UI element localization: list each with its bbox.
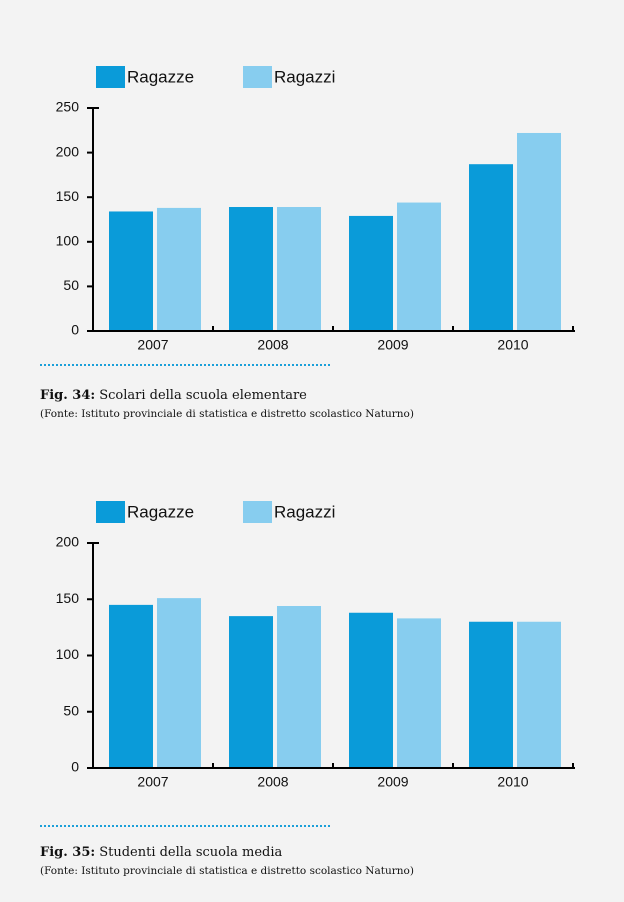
x-tick-label: 2010: [497, 774, 528, 790]
y-tick-label: 100: [56, 233, 80, 249]
bar: [469, 164, 513, 331]
legend-swatch: [243, 66, 272, 88]
caption-text: Studenti della scuola media: [99, 845, 282, 860]
x-tick-label: 2007: [137, 774, 168, 790]
bar: [517, 621, 561, 768]
bar: [277, 606, 321, 768]
x-tick-label: 2009: [377, 337, 408, 353]
y-tick-label: 150: [56, 590, 80, 606]
source: (Fonte: Istituto provinciale di statisti…: [40, 865, 414, 877]
bar: [397, 618, 441, 768]
bar: [229, 616, 273, 768]
bar: [109, 604, 153, 768]
y-tick-label: 200: [56, 143, 80, 159]
legend-label: Ragazzi: [274, 67, 335, 86]
y-tick-label: 150: [56, 188, 80, 204]
bar: [109, 211, 153, 331]
y-tick-label: 100: [56, 646, 80, 662]
x-tick-label: 2009: [377, 774, 408, 790]
caption: Fig. 35: Studenti della scuola media: [40, 845, 283, 860]
caption: Fig. 34: Scolari della scuola elementare: [40, 388, 307, 403]
legend-label: Ragazzi: [274, 502, 335, 521]
legend-swatch: [96, 501, 125, 523]
bar: [349, 612, 393, 768]
bar: [397, 202, 441, 331]
x-tick-label: 2010: [497, 337, 528, 353]
x-tick-label: 2008: [257, 337, 288, 353]
x-tick-label: 2007: [137, 337, 168, 353]
bar: [157, 598, 201, 768]
y-tick-label: 250: [56, 99, 80, 115]
y-tick-label: 0: [71, 322, 79, 338]
caption-text: Scolari della scuola elementare: [99, 388, 307, 403]
bar: [349, 215, 393, 331]
caption-label: Fig. 34:: [40, 388, 95, 403]
bar: [469, 621, 513, 768]
bar: [277, 207, 321, 331]
y-tick-label: 200: [56, 534, 80, 550]
caption-label: Fig. 35:: [40, 845, 95, 860]
bar: [157, 207, 201, 331]
legend-swatch: [243, 501, 272, 523]
y-tick-label: 0: [71, 759, 79, 775]
y-tick-label: 50: [63, 702, 79, 718]
y-tick-label: 50: [63, 277, 79, 293]
legend-label: Ragazze: [127, 67, 194, 86]
bar: [517, 132, 561, 331]
source: (Fonte: Istituto provinciale di statisti…: [40, 408, 414, 420]
legend-swatch: [96, 66, 125, 88]
legend-label: Ragazze: [127, 502, 194, 521]
x-tick-label: 2008: [257, 774, 288, 790]
bar: [229, 207, 273, 331]
